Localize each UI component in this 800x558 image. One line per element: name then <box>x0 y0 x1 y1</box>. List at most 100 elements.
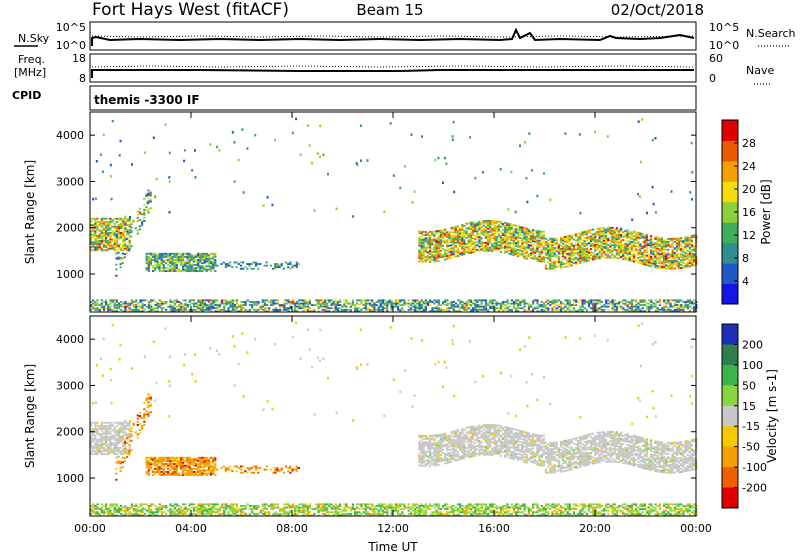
range-cell <box>197 466 199 468</box>
range-cell <box>262 299 264 301</box>
range-cell <box>386 301 388 303</box>
range-cell <box>579 248 581 250</box>
range-cell <box>614 232 616 234</box>
range-cell <box>575 243 577 245</box>
range-cell <box>339 307 341 309</box>
range-cell <box>584 234 586 236</box>
range-cell <box>147 414 149 416</box>
range-cell <box>573 253 575 255</box>
range-cell <box>496 238 498 240</box>
range-cell <box>448 245 450 247</box>
range-cell <box>107 245 109 247</box>
range-cell <box>474 248 476 250</box>
range-cell <box>466 250 468 252</box>
range-cell <box>206 458 208 460</box>
range-cell <box>195 256 197 258</box>
range-cell <box>564 263 566 265</box>
range-cell <box>682 309 684 311</box>
range-cell <box>208 460 210 462</box>
range-cell <box>496 303 498 305</box>
range-cell <box>603 238 605 240</box>
range-cell <box>105 436 107 438</box>
range-cell <box>609 236 611 238</box>
range-cell <box>528 232 530 234</box>
range-cell <box>573 247 575 249</box>
range-cell <box>146 460 148 462</box>
range-cell <box>118 243 120 245</box>
range-cell <box>624 230 626 232</box>
range-cell <box>117 456 119 458</box>
range-cell <box>418 254 420 256</box>
range-cell <box>171 258 173 260</box>
range-cell <box>689 239 691 241</box>
range-cell <box>478 225 480 227</box>
range-cell <box>532 251 534 253</box>
range-cell <box>564 238 566 240</box>
range-cell <box>689 306 691 308</box>
range-cell <box>665 243 667 245</box>
range-cell <box>674 306 676 308</box>
range-cell <box>652 250 654 252</box>
range-cell <box>292 299 294 301</box>
range-cell <box>599 235 601 237</box>
range-cell <box>142 306 144 308</box>
range-cell <box>137 214 139 216</box>
range-cell <box>517 243 519 245</box>
range-cell <box>109 246 111 248</box>
range-cell <box>654 247 656 249</box>
range-cell <box>491 233 493 235</box>
range-cell <box>526 236 528 238</box>
range-cell <box>538 259 540 261</box>
range-cell <box>206 265 208 267</box>
range-cell <box>189 269 191 271</box>
range-cell <box>554 301 556 303</box>
range-cell <box>240 265 242 267</box>
range-cell <box>139 299 141 301</box>
range-cell <box>564 306 566 308</box>
range-cell <box>676 301 678 303</box>
range-cell <box>376 309 378 311</box>
range-cell <box>105 433 107 435</box>
range-cell <box>526 245 528 247</box>
range-cell <box>618 257 620 259</box>
range-cell <box>532 303 534 305</box>
range-cell <box>193 473 195 475</box>
range-cell <box>504 231 506 233</box>
range-cell <box>277 309 279 311</box>
range-cell <box>137 434 139 436</box>
range-cell <box>118 238 120 240</box>
range-cell <box>558 250 560 252</box>
range-cell <box>431 251 433 253</box>
range-cell <box>130 245 132 247</box>
range-cell <box>120 223 122 225</box>
range-cell <box>266 307 268 309</box>
range-cell <box>249 309 251 311</box>
range-cell <box>549 252 551 254</box>
range-cell <box>541 304 543 306</box>
range-cell <box>609 252 611 254</box>
range-cell <box>262 309 264 311</box>
range-cell <box>513 235 515 237</box>
range-cell <box>687 307 689 309</box>
range-cell <box>551 309 553 311</box>
range-cell <box>637 232 639 234</box>
range-cell <box>438 243 440 245</box>
range-cell <box>94 249 96 251</box>
range-cell <box>277 299 279 301</box>
range-cell <box>103 447 105 449</box>
range-cell <box>545 265 547 267</box>
range-cell <box>112 423 114 425</box>
range-cell <box>311 304 313 306</box>
range-cell <box>586 260 588 262</box>
range-cell <box>659 301 661 303</box>
range-cell <box>212 468 214 470</box>
range-cell <box>556 309 558 311</box>
range-cell <box>622 247 624 249</box>
range-cell <box>290 307 292 309</box>
range-cell <box>294 306 296 308</box>
range-cell <box>234 306 236 308</box>
range-cell <box>122 434 124 436</box>
range-cell <box>599 303 601 305</box>
freq-panel <box>90 54 696 82</box>
range-cell <box>408 309 410 311</box>
